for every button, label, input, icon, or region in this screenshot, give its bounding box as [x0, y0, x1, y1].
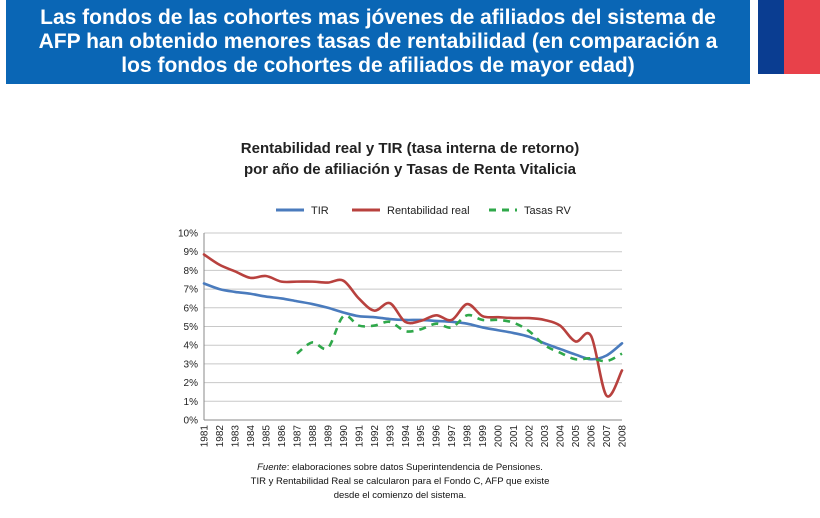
- y-tick-label: 8%: [184, 266, 199, 277]
- x-tick-label: 1986: [277, 425, 288, 448]
- y-tick-label: 7%: [184, 285, 199, 296]
- x-tick-label: 1993: [385, 425, 396, 448]
- y-tick-label: 10%: [178, 229, 198, 240]
- y-tick-label: 0%: [184, 416, 199, 427]
- x-tick-label: 1996: [432, 425, 443, 448]
- y-tick-label: 3%: [184, 359, 199, 370]
- x-tick-label: 1983: [230, 425, 241, 448]
- chart-title-line-2: por año de afiliación y Tasas de Renta V…: [243, 161, 577, 178]
- source-label: Fuente: [257, 462, 287, 473]
- x-tick-label: 1994: [401, 425, 412, 448]
- x-tick-label: 1985: [261, 425, 272, 448]
- y-tick-label: 5%: [184, 322, 199, 333]
- page-title-line-1: Las fondos de las cohortes mas jóvenes d…: [40, 6, 716, 29]
- y-tick-label: 9%: [184, 247, 199, 258]
- source-line-2: TIR y Rentabilidad Real se calcularon pa…: [250, 476, 550, 487]
- x-tick-label: 1990: [339, 425, 350, 448]
- page-title: Las fondos de las cohortes mas jóvenes d…: [6, 6, 750, 78]
- x-tick-label: 1989: [323, 425, 334, 448]
- x-tick-label: 1995: [416, 425, 427, 448]
- x-tick-label: 2008: [618, 425, 629, 448]
- x-tick-label: 1991: [354, 425, 365, 448]
- page-title-line-3: los fondos de cohortes de afiliados de m…: [121, 54, 635, 77]
- x-tick-label: 2004: [556, 425, 567, 448]
- x-tick-label: 2007: [602, 425, 613, 448]
- x-tick-label: 1992: [370, 425, 381, 448]
- x-tick-label: 2006: [587, 425, 598, 448]
- y-tick-label: 4%: [184, 341, 199, 352]
- x-tick-label: 2003: [540, 425, 551, 448]
- series-line-3: [296, 313, 623, 363]
- x-tick-label: 1984: [246, 425, 257, 448]
- x-tick-label: 2001: [509, 425, 520, 448]
- x-tick-label: 1981: [200, 425, 211, 448]
- x-tick-label: 2005: [571, 425, 582, 448]
- x-tick-label: 1997: [447, 425, 458, 448]
- page-title-line-2: AFP han obtenido menores tasas de rentab…: [38, 30, 718, 53]
- source-text: : elaboraciones sobre datos Superintende…: [286, 462, 543, 473]
- chart-title-line-1: Rentabilidad real y TIR (tasa interna de…: [240, 140, 580, 157]
- y-tick-label: 2%: [184, 378, 199, 389]
- y-tick-label: 6%: [184, 303, 199, 314]
- series-line-2: [202, 253, 624, 398]
- x-tick-label: 2000: [494, 425, 505, 448]
- flag-red-stripe: [784, 0, 820, 74]
- x-tick-label: 1998: [463, 425, 474, 448]
- line-chart: 0% 1% 2% 3% 4% 5% 6% 7% 8% 9% 10% 1981 1982 1983 1984 1…: [178, 205, 629, 448]
- y-tick-label: 1%: [184, 397, 199, 408]
- x-tick-label: 1988: [308, 425, 319, 448]
- flag-blue-stripe: [758, 0, 784, 74]
- chart-title: Rentabilidad real y TIR (tasa interna de…: [150, 138, 670, 180]
- header-banner: Las fondos de las cohortes mas jóvenes d…: [6, 0, 750, 84]
- x-tick-label: 1982: [215, 425, 226, 448]
- x-tick-label: 1987: [292, 425, 303, 448]
- legend-label-3: Tasas RV: [524, 205, 572, 217]
- x-tick-label: 2002: [525, 425, 536, 448]
- source-note: Fuente: elaboraciones sobre datos Superi…: [210, 461, 590, 503]
- legend-label-1: TIR: [311, 205, 329, 217]
- x-tick-label: 1999: [478, 425, 489, 448]
- source-line-3: desde el comienzo del sistema.: [333, 490, 467, 501]
- series-line-1: [202, 282, 624, 361]
- legend-label-2: Rentabilidad real: [387, 205, 470, 217]
